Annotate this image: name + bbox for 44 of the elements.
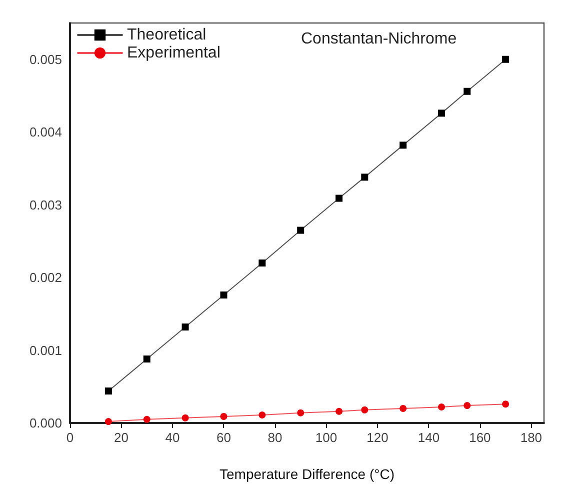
point	[104, 388, 112, 394]
x-tick-label: 100	[315, 430, 338, 445]
y-tick-label: 0.005	[29, 52, 62, 67]
chart-title: Constantan-Nichrome	[301, 30, 457, 48]
point	[400, 142, 407, 149]
point	[258, 412, 266, 418]
legend-label: Theoretical	[127, 26, 206, 44]
point	[464, 402, 471, 410]
legend-label: Experimental	[127, 44, 220, 62]
point	[143, 356, 150, 362]
point	[258, 260, 266, 266]
point	[220, 292, 228, 298]
point	[336, 194, 343, 202]
point	[502, 400, 510, 408]
x-tick-label: 40	[165, 430, 180, 445]
x-tick-label: 80	[268, 430, 282, 445]
point	[502, 56, 510, 63]
point	[438, 404, 446, 410]
point	[297, 409, 304, 416]
x-tick-label: 0	[66, 430, 74, 445]
x-tick-label: 60	[216, 430, 231, 445]
point	[464, 88, 471, 95]
x-axis-title: Temperature Difference (°C)	[220, 466, 394, 482]
y-tick-label: 0.004	[29, 124, 62, 140]
point	[336, 408, 343, 415]
point	[297, 226, 304, 234]
x-tick-label: 160	[469, 430, 491, 445]
point	[104, 418, 112, 426]
point	[438, 110, 446, 117]
point	[361, 406, 368, 414]
point	[143, 416, 150, 423]
x-tick-label: 180	[520, 430, 542, 445]
x-tick-label: 120	[366, 430, 388, 445]
x-tick-label: 140	[418, 430, 440, 445]
y-tick-label: 0.003	[29, 197, 62, 212]
point	[182, 324, 189, 330]
y-tick-label: 0.000	[29, 416, 62, 430]
point	[220, 412, 228, 420]
point	[182, 414, 189, 422]
y-tick-label: 0.001	[29, 342, 62, 358]
point	[361, 174, 368, 181]
point	[400, 404, 407, 412]
x-tick-label: 20	[114, 430, 128, 445]
y-tick-label: 0.002	[29, 270, 62, 286]
